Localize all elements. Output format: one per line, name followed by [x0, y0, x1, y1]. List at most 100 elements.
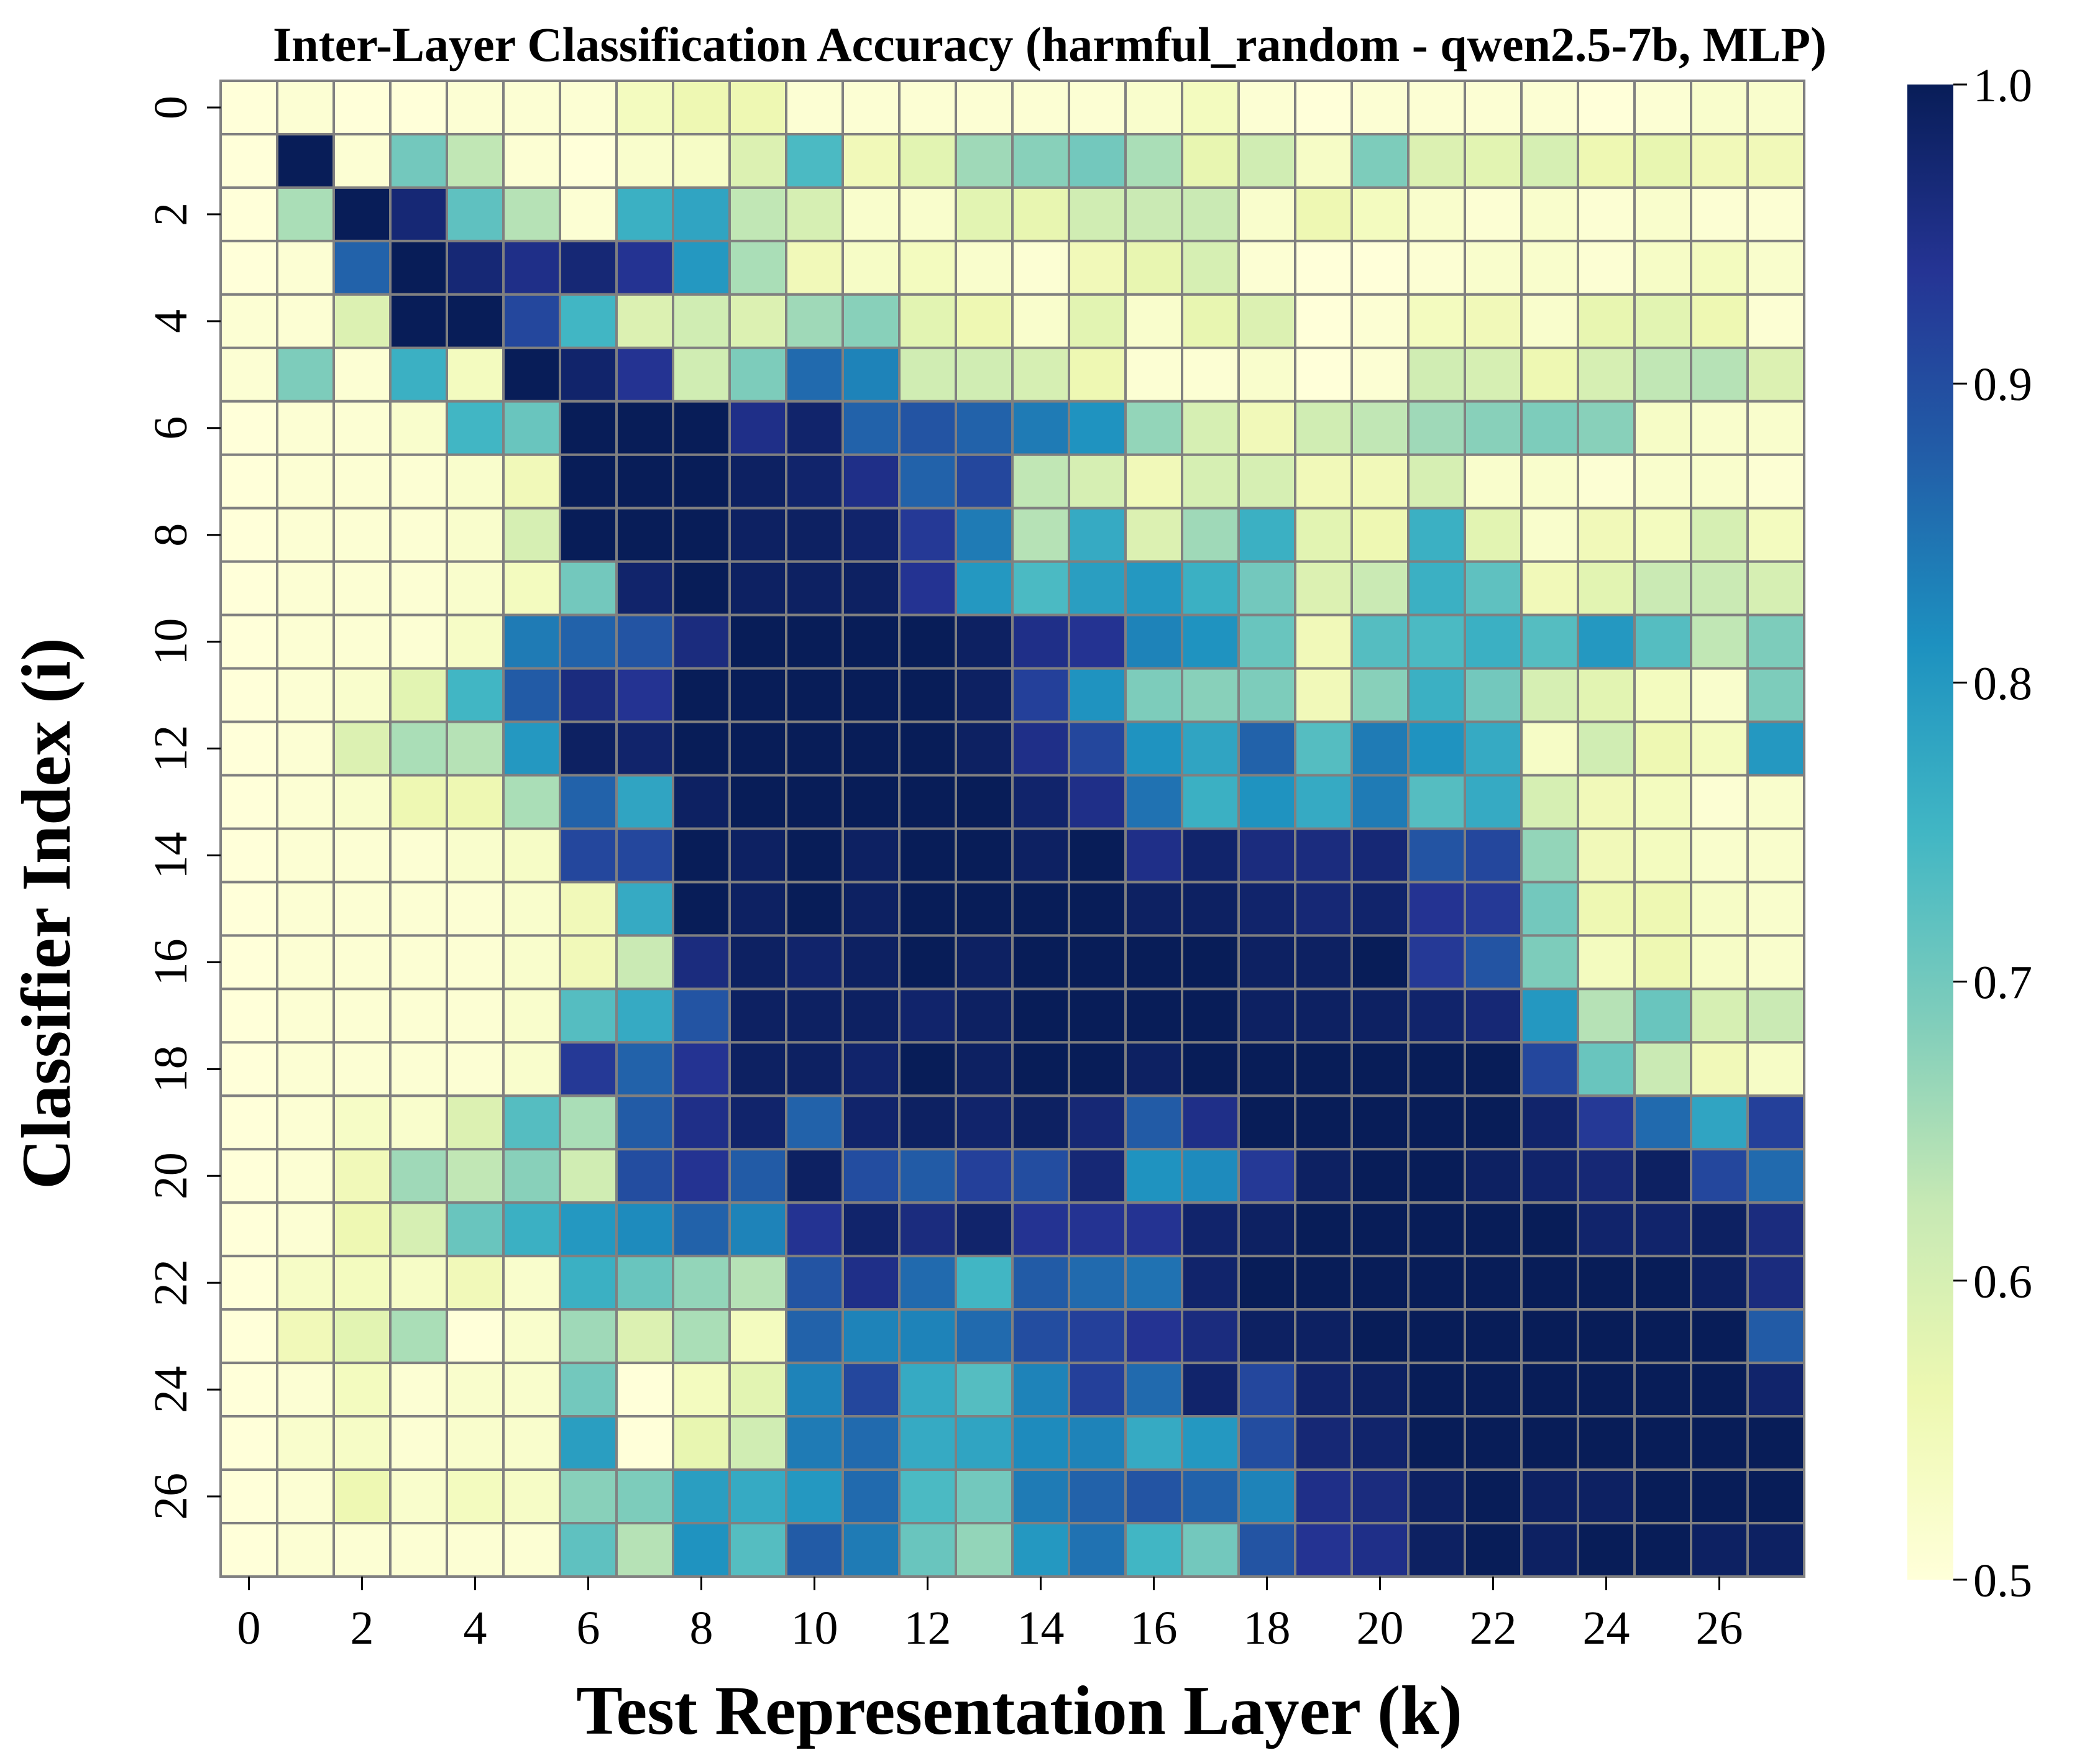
heatmap-cell [332, 1255, 392, 1311]
heatmap-cell [559, 1415, 618, 1472]
heatmap-cell [1520, 1362, 1579, 1418]
heatmap-cell [1633, 80, 1692, 135]
heatmap-cell [1294, 1255, 1353, 1311]
heatmap-cell [559, 1255, 618, 1311]
heatmap-cell [1690, 1041, 1749, 1097]
heatmap-cell [1124, 186, 1183, 242]
heatmap-cell [672, 667, 731, 723]
heatmap-cell [446, 1308, 505, 1365]
heatmap-cell [389, 1522, 448, 1578]
heatmap-cell [276, 293, 335, 349]
heatmap-cell [1068, 1468, 1127, 1525]
heatmap-cell [785, 132, 844, 189]
heatmap-cell [1294, 1041, 1353, 1097]
heatmap-cell [1350, 774, 1410, 830]
heatmap-cell [502, 1201, 561, 1258]
heatmap-cell [276, 1094, 335, 1151]
heatmap-cell [955, 720, 1014, 777]
heatmap-cell [1633, 1468, 1692, 1525]
heatmap-cell [841, 186, 901, 242]
heatmap-cell [1407, 774, 1466, 830]
heatmap-cell [1407, 827, 1466, 884]
heatmap-cell [446, 613, 505, 670]
heatmap-cell [728, 1148, 787, 1204]
heatmap-cell [955, 1308, 1014, 1365]
heatmap-cell [955, 1255, 1014, 1311]
heatmap-cell [1690, 560, 1749, 616]
heatmap-cell [1011, 1415, 1070, 1472]
heatmap-cell [276, 400, 335, 456]
heatmap-cell [1407, 293, 1466, 349]
heatmap-cell [1237, 1041, 1296, 1097]
heatmap-cell [1181, 560, 1240, 616]
heatmap-cell [1350, 80, 1410, 135]
heatmap-cell [955, 239, 1014, 296]
heatmap-cell [1124, 346, 1183, 403]
heatmap-cell [276, 132, 335, 189]
heatmap-cell [1690, 239, 1749, 296]
heatmap-cell [1746, 1201, 1805, 1258]
heatmap-cell [955, 346, 1014, 403]
heatmap-cell [332, 293, 392, 349]
heatmap-cell [1746, 827, 1805, 884]
heatmap-cell [1577, 1255, 1636, 1311]
heatmap-cell [728, 506, 787, 563]
heatmap-cell [785, 774, 844, 830]
heatmap-cell [955, 1094, 1014, 1151]
colorbar-ticks: 0.5 0.6 0.7 0.8 0.9 1.0 [1953, 60, 2032, 1607]
heatmap-cell [785, 1041, 844, 1097]
heatmap-cell [898, 613, 957, 670]
heatmap-cell [1690, 613, 1749, 670]
heatmap-cell [1294, 774, 1353, 830]
heatmap-cell [615, 1201, 674, 1258]
heatmap-cell [672, 1094, 731, 1151]
heatmap-cell [1746, 774, 1805, 830]
heatmap-cell [1577, 346, 1636, 403]
heatmap-cell [1011, 239, 1070, 296]
heatmap-cell [219, 613, 278, 670]
heatmap-cell [1011, 881, 1070, 937]
heatmap-cell [559, 774, 618, 830]
heatmap-cell [1577, 80, 1636, 135]
heatmap-cell [1124, 400, 1183, 456]
heatmap-cell [1294, 613, 1353, 670]
heatmap-cell [1181, 987, 1240, 1044]
heatmap-cell [1124, 774, 1183, 830]
heatmap-cell [1633, 881, 1692, 937]
heatmap-cell [1464, 1415, 1523, 1472]
heatmap-cell [1181, 1201, 1240, 1258]
heatmap-cell [1464, 346, 1523, 403]
heatmap-cell [559, 239, 618, 296]
heatmap-cell [1633, 613, 1692, 670]
heatmap-cell [1633, 1148, 1692, 1204]
heatmap-cell [728, 560, 787, 616]
heatmap-cell [276, 720, 335, 777]
heatmap-cell [1464, 400, 1523, 456]
heatmap-cell [1520, 1255, 1579, 1311]
heatmap-cell [615, 239, 674, 296]
heatmap-cell [502, 1041, 561, 1097]
heatmap-cell [1407, 80, 1466, 135]
heatmap-cell [1746, 1522, 1805, 1578]
heatmap-cell [1633, 827, 1692, 884]
heatmap-cell [1577, 613, 1636, 670]
heatmap-cell [1068, 1308, 1127, 1365]
heatmap-cell [615, 1094, 674, 1151]
heatmap-cell [728, 1041, 787, 1097]
heatmap-cell [1181, 346, 1240, 403]
heatmap-cell [898, 667, 957, 723]
heatmap-cell [1633, 720, 1692, 777]
heatmap-cell [502, 613, 561, 670]
heatmap-cell [785, 934, 844, 991]
heatmap-cell [446, 667, 505, 723]
heatmap-cell [1237, 1255, 1296, 1311]
heatmap-cell [1746, 239, 1805, 296]
heatmap-cell [1520, 400, 1579, 456]
heatmap-cell [502, 560, 561, 616]
heatmap-cell [615, 453, 674, 510]
heatmap-cell [1294, 400, 1353, 456]
heatmap-cell [1407, 1148, 1466, 1204]
heatmap-cell [219, 346, 278, 403]
heatmap-cell [672, 560, 731, 616]
